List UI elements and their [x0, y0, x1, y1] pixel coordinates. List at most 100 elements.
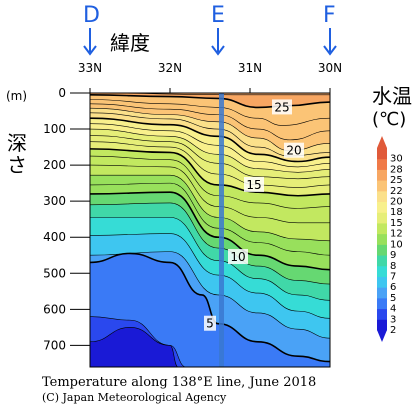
- isotherm-line: [90, 164, 330, 224]
- isotherm-line: [90, 135, 330, 180]
- y-tick-label: 400: [43, 230, 66, 244]
- y-tick-label: 700: [43, 338, 66, 352]
- colorbar-tick-label: 6: [390, 282, 396, 293]
- x-tick-label: 33N: [78, 61, 102, 75]
- y-axis-unit: (m): [6, 89, 27, 103]
- colorbar-swatch: [377, 169, 387, 181]
- contour-label: 15: [246, 178, 261, 192]
- station-arrow-head: [323, 45, 337, 56]
- isotherm-line: [90, 251, 330, 339]
- contour-label-bg: [284, 142, 304, 158]
- colorbar-tick-label: 28: [390, 164, 403, 175]
- isotherm-line: [90, 141, 330, 188]
- colorbar-swatch: [377, 222, 387, 235]
- isotherm-line: [90, 103, 330, 141]
- isotherm-line: [90, 182, 330, 256]
- colorbar-tick-label: 25: [390, 175, 403, 186]
- y-tick-label: 500: [43, 266, 66, 280]
- contour-label: 5: [206, 317, 214, 331]
- contour-label-bg: [228, 249, 248, 265]
- colorbar-tick-label: 3: [390, 314, 396, 325]
- y-tick-label: 100: [43, 122, 66, 136]
- isotherm-line: [90, 252, 330, 363]
- colorbar-swatch: [377, 158, 387, 170]
- colorbar-tick-label: 18: [390, 207, 403, 218]
- x-tick-labels: 33N 32N 31N 30N: [78, 61, 342, 93]
- station-e-band: [219, 93, 224, 367]
- contour-label-bg: [204, 315, 216, 331]
- colorbar-tick-label: 2: [390, 325, 396, 336]
- colorbar-top-tip: [377, 136, 387, 148]
- chart-title: Temperature along 138°E line, June 2018: [42, 375, 316, 390]
- contour-label-bg: [272, 99, 292, 115]
- colorbar-tick-label: 20: [390, 197, 403, 208]
- x-tick-label: 31N: [238, 61, 262, 75]
- plot-frame: [89, 92, 331, 368]
- colorbar-swatch: [377, 233, 387, 245]
- colorbar-tick-label: 9: [390, 250, 396, 261]
- isotherm-line: [90, 191, 330, 271]
- temperature-band: [90, 327, 178, 367]
- colorbar-tick-label: 7: [390, 271, 396, 282]
- isotherm-line: [90, 128, 330, 173]
- colorbar-title: 水温: [372, 84, 412, 108]
- station-label-e: E: [211, 3, 225, 28]
- chart-credit: (C) Japan Meteorological Agency: [42, 391, 227, 404]
- colorbar-swatch: [377, 319, 387, 331]
- colorbar-tick-label: 5: [390, 293, 396, 304]
- colorbar-swatch: [377, 212, 387, 224]
- colorbar-swatch: [377, 201, 387, 213]
- contour-label: 20: [286, 144, 301, 158]
- y-tick-label: 200: [43, 158, 66, 172]
- colorbar-swatch: [377, 180, 387, 192]
- contour-labels: 25 20 15 10 5: [204, 99, 304, 331]
- y-axis-title-1: 深: [7, 131, 27, 155]
- colorbar-tick-label: 4: [390, 304, 396, 315]
- x-tick-label: 32N: [158, 61, 182, 75]
- colorbar-swatch: [377, 148, 387, 160]
- station-label-d: D: [83, 3, 100, 28]
- isotherm-line: [90, 233, 330, 319]
- colorbar-swatch: [377, 244, 387, 256]
- colorbar-swatch: [377, 255, 387, 267]
- station-arrow-head: [211, 45, 225, 56]
- isotherm-lines: [90, 93, 330, 367]
- colorbar-swatch: [377, 297, 387, 310]
- isotherm-line: [90, 217, 330, 301]
- isotherm-line: [90, 327, 179, 367]
- colorbar-swatch: [377, 308, 387, 320]
- x-axis-title: 緯度: [110, 31, 150, 55]
- colorbar-bottom-tip: [377, 330, 387, 342]
- isotherm-line: [90, 155, 330, 209]
- colorbar-tick-label: 12: [390, 229, 403, 240]
- colorbar-swatch: [377, 265, 387, 277]
- x-tick-label: 30N: [318, 61, 342, 75]
- y-tick-labels: 0 100 200 300 400 500 600 700: [43, 86, 90, 352]
- isotherm-line: [90, 148, 330, 197]
- colorbar-unit: (℃): [372, 109, 406, 130]
- isotherm-line: [90, 123, 330, 168]
- colorbar-tick-label: 10: [390, 239, 403, 250]
- contour-label-bg: [244, 176, 264, 192]
- station-arrow-head: [83, 45, 97, 56]
- contour-label: 10: [230, 250, 245, 264]
- y-tick-label: 600: [43, 302, 66, 316]
- colorbar-swatch: [377, 276, 387, 288]
- y-axis-title-2: さ: [7, 153, 27, 177]
- colorbar-swatch: [377, 190, 387, 203]
- isotherm-line: [90, 117, 330, 163]
- colorbar-tick-label: 15: [390, 218, 403, 229]
- isotherm-line: [90, 174, 330, 242]
- colorbar-tick-label: 22: [390, 186, 403, 197]
- contour-label: 25: [274, 100, 289, 114]
- y-tick-label: 0: [58, 86, 66, 100]
- colorbar-tick-label: 30: [390, 154, 403, 165]
- colorbar-swatch: [377, 287, 387, 299]
- colorbar-tick-label: 8: [390, 261, 396, 272]
- station-label-f: F: [323, 3, 336, 28]
- station-markers: D E F: [83, 3, 337, 56]
- isotherm-line: [90, 99, 330, 126]
